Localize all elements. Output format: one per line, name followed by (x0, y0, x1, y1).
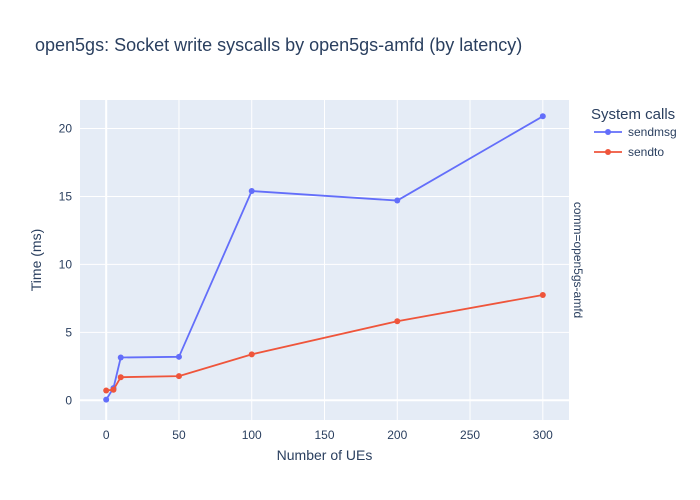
data-point-sendmsg (394, 197, 401, 204)
x-tick-label: 150 (314, 428, 334, 442)
data-point-sendmsg (103, 396, 110, 403)
x-tick-label: 0 (103, 428, 110, 442)
x-tick-label: 200 (387, 428, 407, 442)
y-tick-label: 15 (59, 189, 73, 203)
legend-label: sendmsg (628, 125, 677, 139)
x-tick-label: 300 (533, 428, 553, 442)
x-tick-label: 250 (460, 428, 480, 442)
data-point-sendmsg (539, 113, 546, 120)
data-point-sendto (248, 351, 255, 358)
data-point-sendto (110, 386, 117, 393)
data-point-sendmsg (117, 354, 124, 361)
facet-label: comm=open5gs-amfd (571, 202, 585, 318)
y-tick-label: 10 (59, 257, 73, 271)
y-tick-label: 20 (59, 122, 73, 136)
data-point-sendto (103, 387, 110, 394)
series (103, 113, 546, 403)
data-point-sendmsg (175, 353, 182, 360)
legend-item-sendmsg[interactable]: sendmsg (594, 125, 677, 139)
legend-title: System calls (591, 106, 675, 123)
legend-swatch-marker (605, 149, 611, 155)
legend-label: sendto (628, 145, 664, 159)
x-tick-label: 100 (242, 428, 262, 442)
y-tick-label: 0 (65, 393, 72, 407)
x-axis-title: Number of UEs (277, 447, 373, 463)
y-axis-title: Time (ms) (28, 229, 44, 291)
data-point-sendmsg (248, 188, 255, 195)
y-tick-label: 5 (65, 325, 72, 339)
data-point-sendto (175, 373, 182, 380)
data-point-sendto (117, 374, 124, 381)
legend-item-sendto[interactable]: sendto (594, 145, 664, 159)
tick-labels: 0 50 100 150 200 250 300 0 5 10 15 20 (59, 122, 553, 442)
data-point-sendto (539, 291, 546, 298)
chart-title: open5gs: Socket write syscalls by open5g… (35, 35, 522, 55)
data-point-sendto (394, 318, 401, 325)
x-tick-label: 50 (172, 428, 186, 442)
legend-swatch-marker (605, 129, 611, 135)
legend: sendmsg sendto (594, 125, 677, 159)
